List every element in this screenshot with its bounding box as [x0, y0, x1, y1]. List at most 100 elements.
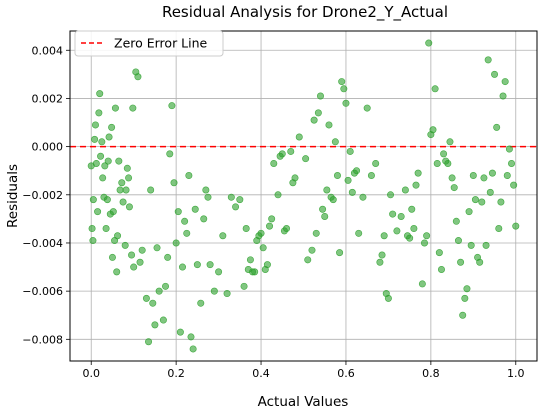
data-point: [418, 280, 426, 288]
data-point: [497, 198, 505, 206]
data-point: [232, 203, 240, 211]
data-point: [170, 179, 178, 187]
data-point: [287, 147, 295, 155]
data-point: [501, 78, 509, 86]
x-tick-label: 0.8: [422, 367, 440, 380]
data-point: [259, 244, 267, 252]
data-point: [114, 232, 122, 240]
data-point: [240, 282, 248, 290]
data-point: [134, 73, 142, 81]
x-tick-label: 1.0: [507, 367, 525, 380]
data-point: [344, 176, 352, 184]
data-point: [97, 152, 105, 160]
data-point: [125, 203, 133, 211]
data-point: [491, 70, 499, 78]
data-point: [125, 174, 133, 182]
data-point: [102, 225, 110, 233]
data-point: [414, 169, 422, 177]
data-point: [463, 285, 471, 293]
data-point: [111, 104, 119, 112]
data-point: [495, 225, 503, 233]
data-point: [378, 251, 386, 259]
data-point: [149, 299, 157, 307]
data-point: [454, 237, 462, 245]
data-point: [314, 109, 322, 117]
data-point: [488, 169, 496, 177]
data-point: [94, 208, 102, 216]
data-point: [174, 208, 182, 216]
data-point: [433, 159, 441, 167]
data-point: [181, 217, 189, 225]
data-point: [323, 186, 331, 194]
data-point: [263, 261, 271, 269]
data-point: [118, 179, 126, 187]
data-point: [348, 188, 356, 196]
data-point: [266, 222, 274, 230]
grid-lines: [70, 31, 537, 361]
data-point: [480, 174, 488, 182]
data-point: [437, 265, 445, 273]
data-point: [340, 85, 348, 93]
data-point: [372, 159, 380, 167]
data-point: [331, 138, 339, 146]
data-point: [321, 212, 329, 220]
data-point: [257, 229, 265, 237]
data-point: [469, 172, 477, 180]
data-point: [105, 133, 113, 141]
legend-box: [74, 30, 224, 57]
data-point: [440, 150, 448, 158]
data-point: [109, 208, 117, 216]
data-point: [380, 232, 388, 240]
data-point: [435, 249, 443, 257]
data-point: [219, 232, 227, 240]
data-point: [302, 155, 310, 163]
data-point: [505, 145, 513, 153]
data-point: [459, 311, 467, 319]
data-point: [162, 282, 170, 290]
data-point: [155, 287, 163, 295]
data-point: [367, 172, 375, 180]
data-point: [168, 102, 176, 110]
y-tick-label: −0.004: [22, 237, 63, 250]
data-point: [130, 263, 138, 271]
data-point: [387, 191, 395, 199]
data-point: [223, 290, 231, 298]
legend: Zero Error Line: [74, 30, 224, 57]
data-point: [312, 229, 320, 237]
data-point: [446, 138, 454, 146]
data-point: [461, 294, 469, 302]
data-point: [136, 258, 144, 266]
data-point: [153, 244, 161, 252]
data-point: [89, 196, 97, 204]
data-point: [457, 258, 465, 266]
data-point: [384, 294, 392, 302]
data-point: [159, 316, 167, 324]
data-point: [227, 193, 235, 201]
data-point: [246, 256, 254, 264]
data-point: [503, 172, 511, 180]
data-point: [103, 196, 111, 204]
data-point: [359, 193, 367, 201]
y-axis-title: Residuals: [5, 164, 21, 228]
x-tick-label: 0.6: [337, 367, 355, 380]
y-tick-label: 0.002: [32, 92, 64, 105]
data-point: [215, 268, 223, 276]
data-point: [108, 253, 116, 261]
data-point: [431, 85, 439, 93]
y-tick-label: −0.006: [22, 285, 63, 298]
data-point: [206, 261, 214, 269]
data-point: [295, 133, 303, 141]
data-point: [166, 150, 174, 158]
data-point: [164, 253, 172, 261]
data-point: [310, 116, 318, 124]
y-tick-label: −0.002: [22, 189, 63, 202]
data-point: [115, 157, 123, 165]
data-point: [363, 104, 371, 112]
data-point: [452, 217, 460, 225]
data-point: [210, 287, 218, 295]
data-point: [410, 225, 418, 233]
data-point: [251, 268, 259, 276]
x-axis-ticks: 0.0 0.2 0.4 0.6 0.8 1.0: [82, 361, 525, 380]
